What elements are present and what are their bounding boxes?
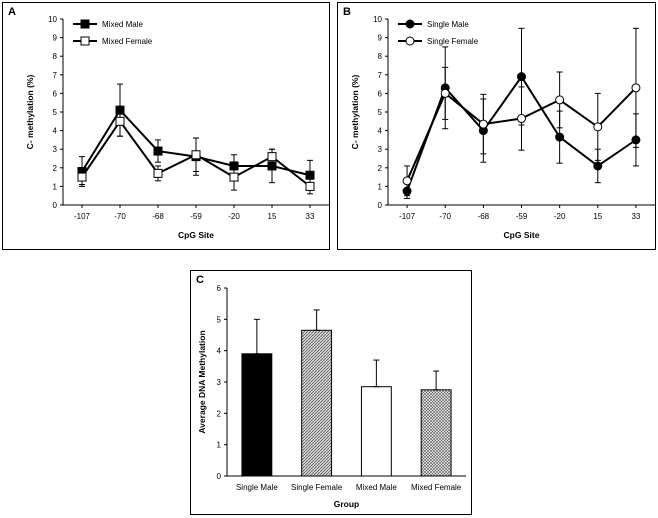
chart-b-x-tick-label: -68: [478, 212, 490, 221]
chart-a-series0-point: [229, 161, 239, 171]
chart-a-x-tick-label: -107: [74, 212, 91, 221]
chart-b-legend-label-0: Single Male: [427, 20, 469, 29]
chart-c-y-tick-label: 4: [217, 347, 222, 356]
chart-a-legend-marker-1: [80, 36, 90, 46]
chart-a-series0-point: [305, 170, 315, 180]
chart-a-y-tick-label: 2: [53, 164, 58, 173]
chart-a-x-tick-label: 33: [306, 212, 315, 221]
chart-b-series0-point: [517, 72, 526, 82]
chart-a: 0 1 2 3 4 5 6 7 8 9 10 -107 -70 -68 -59 -20 15 33 CpG Site…: [25, 15, 329, 240]
chart-b-x-tick-label: 15: [593, 212, 602, 221]
chart-a-series1-point: [115, 116, 125, 126]
chart-b-series1-point: [402, 176, 412, 186]
chart-b-y-tick-label: 2: [378, 164, 383, 173]
chart-c-x-tick-label: Mixed Female: [411, 483, 462, 492]
chart-a-series0-point: [153, 146, 163, 156]
chart-b-y-tick-label: 8: [378, 52, 383, 61]
chart-b-series0-point: [555, 132, 565, 142]
chart-a-y-tick-label: 5: [53, 108, 58, 117]
chart-c-x-axis-title: Group: [334, 499, 360, 509]
chart-b-y-tick-label: 10: [373, 15, 382, 24]
chart-b-y-tick-label: 5: [378, 108, 383, 117]
chart-a-y-axis-title: C- methylation (%): [25, 75, 35, 150]
chart-b-x-tick-label: -59: [516, 212, 528, 221]
chart-a-legend-marker-0: [80, 19, 90, 29]
chart-a-series1-point: [153, 168, 163, 178]
chart-b-y-tick-label: 3: [378, 145, 383, 154]
panel-a: A 0 1 2 3 4 5 6 7 8 9 10 -107 -70 -68 -59 -20 15 33 CpG Si…: [2, 2, 330, 250]
chart-b-x-tick-label: 33: [631, 212, 640, 221]
chart-b-y-tick-label: 7: [378, 71, 383, 80]
chart-b-series1-point: [593, 122, 603, 132]
chart-c-bar-1: [301, 329, 333, 477]
chart-b-series1-point: [555, 95, 565, 105]
chart-b-legend-marker-1: [405, 36, 415, 46]
chart-b: 0 1 2 3 4 5 6 7 8 9 10 -107 -70 -68 -59 -20 15 33 CpG Site…: [350, 15, 655, 240]
chart-c-bar-0: [241, 353, 273, 477]
chart-c-y-tick-label: 6: [217, 284, 222, 293]
chart-a-x-tick-label: -68: [152, 212, 164, 221]
panel-b-letter: B: [343, 6, 351, 18]
chart-a-y-tick-label: 3: [53, 145, 58, 154]
chart-b-y-tick-label: 4: [378, 127, 383, 136]
panel-c-letter: C: [196, 274, 204, 286]
chart-a-y-tick-label: 0: [53, 201, 58, 210]
chart-a-x-tick-label: -59: [190, 212, 202, 221]
chart-c-y-tick-label: 2: [217, 409, 222, 418]
chart-b-x-tick-label: -70: [439, 212, 451, 221]
chart-b-y-axis-title: C- methylation (%): [350, 75, 360, 150]
chart-b-x-tick-label: -107: [399, 212, 416, 221]
chart-a-y-tick-label: 4: [53, 127, 58, 136]
chart-a-series0-point: [115, 105, 125, 115]
chart-b-series1-point: [631, 83, 641, 93]
chart-c-y-tick-label: 0: [217, 472, 222, 481]
panel-b: B 0 1 2 3 4 5 6 7 8 9 10 -107 -70 -68 -59 -20 15 33 CpG Si…: [337, 2, 656, 250]
chart-b-series0-point: [593, 161, 603, 171]
chart-c-x-tick-label: Single Female: [291, 483, 343, 492]
chart-c-bar-3: [420, 389, 452, 477]
chart-c-y-tick-label: 3: [217, 378, 222, 387]
chart-b-legend-label-1: Single Female: [427, 37, 479, 46]
chart-a-y-tick-label: 10: [48, 15, 57, 24]
chart-c: 0 1 2 3 4 5 6 Single Male Single Female Mixed Mal…: [197, 284, 466, 509]
chart-a-y-tick-label: 6: [53, 89, 58, 98]
chart-b-series1-point: [517, 114, 526, 124]
chart-a-legend-label-1: Mixed Female: [102, 37, 153, 46]
panel-a-letter: A: [8, 6, 16, 18]
chart-a-series1-point: [229, 172, 239, 182]
chart-c-y-axis-title: Average DNA Methylation: [197, 330, 207, 433]
chart-b-x-axis-title: CpG Site: [504, 230, 540, 240]
chart-b-y-tick-label: 0: [378, 201, 383, 210]
chart-c-x-tick-label: Mixed Male: [356, 483, 397, 492]
chart-b-legend-marker-0: [405, 19, 415, 29]
chart-c-bar-2: [360, 386, 392, 477]
chart-b-y-tick-label: 6: [378, 89, 383, 98]
chart-a-y-tick-label: 7: [53, 71, 58, 80]
chart-a-x-tick-label: -70: [114, 212, 126, 221]
chart-a-x-tick-label: -20: [228, 212, 240, 221]
panel-c: C 0 1 2 3 4 5 6 Single Male Single Female Mixed M…: [190, 270, 472, 515]
chart-a-series1-point: [267, 152, 277, 162]
chart-a-series1-point: [191, 150, 201, 160]
chart-c-x-tick-label: Single Male: [236, 483, 278, 492]
chart-a-y-tick-label: 8: [53, 52, 58, 61]
chart-a-x-axis-title: CpG Site: [178, 230, 214, 240]
chart-c-y-tick-label: 5: [217, 315, 222, 324]
chart-a-legend-label-0: Mixed Male: [102, 20, 143, 29]
chart-a-series0-point: [267, 161, 277, 171]
chart-b-series1-point: [440, 88, 450, 98]
chart-a-series1-point: [77, 172, 87, 182]
chart-a-x-tick-label: 15: [268, 212, 277, 221]
chart-b-x-tick-label: -20: [554, 212, 566, 221]
chart-b-series1-point: [478, 119, 488, 129]
chart-a-y-tick-label: 1: [53, 182, 58, 191]
chart-a-y-tick-label: 9: [53, 34, 58, 43]
chart-b-series0-point: [402, 186, 412, 196]
chart-b-y-tick-label: 9: [378, 34, 383, 43]
chart-c-y-tick-label: 1: [217, 441, 222, 450]
chart-a-series1-point: [305, 181, 315, 191]
chart-b-series0-point: [631, 135, 641, 145]
chart-b-y-tick-label: 1: [378, 182, 383, 191]
